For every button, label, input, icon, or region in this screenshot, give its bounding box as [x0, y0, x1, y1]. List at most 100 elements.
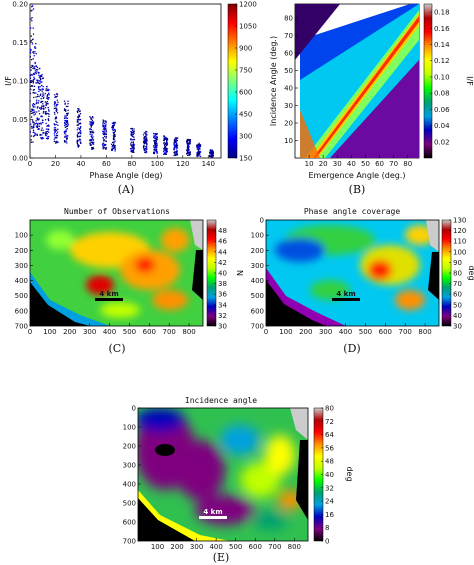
- scatter-point: [39, 67, 41, 70]
- scatter-point: [31, 85, 34, 87]
- panel-d-x-ticks: 0 100 200 300 400 500 600 700 800: [264, 323, 432, 336]
- scatter-point: [132, 135, 134, 138]
- y-tick-label: 0.05: [12, 116, 28, 124]
- colorbar-tick-label: 0.08: [434, 90, 450, 98]
- scatter-point: [154, 133, 156, 135]
- scatter-point: [64, 123, 66, 125]
- scatter-point: [187, 142, 189, 144]
- scatter-point: [42, 129, 44, 131]
- scatter-point: [89, 133, 91, 136]
- scatter-point: [32, 27, 34, 29]
- scatter-point: [211, 149, 214, 152]
- scatter-point: [39, 77, 41, 80]
- scatter-point: [189, 143, 191, 145]
- scatter-point: [111, 149, 113, 152]
- panel-d-colorbar-label: deg: [467, 265, 474, 280]
- scatter-point: [32, 109, 34, 112]
- scatter-point: [55, 117, 58, 119]
- panel-a-points: [29, 5, 215, 158]
- scatter-point: [64, 124, 66, 127]
- colorbar-tick-label: 0.02: [434, 138, 450, 146]
- scatter-point: [90, 117, 92, 119]
- scatter-point: [78, 115, 81, 118]
- scatter-point: [111, 146, 113, 148]
- scatter-point: [65, 112, 68, 115]
- scatter-point: [29, 123, 32, 125]
- scatter-point: [155, 144, 157, 146]
- x-tick-label: 200: [299, 328, 312, 336]
- scatter-point: [56, 133, 58, 135]
- scatter-point: [92, 131, 94, 133]
- scatter-point: [105, 133, 108, 135]
- scatter-point: [37, 106, 39, 108]
- scatter-point: [35, 120, 37, 122]
- scatter-point: [45, 111, 47, 113]
- colorbar-tick-label: 0.10: [434, 73, 450, 81]
- scatter-point: [164, 149, 167, 151]
- y-tick-label: 700: [251, 323, 264, 331]
- scatter-point: [103, 140, 105, 142]
- scatter-point: [199, 155, 202, 157]
- scatter-point: [34, 47, 36, 49]
- scatter-point: [91, 147, 94, 149]
- scatter-point: [196, 152, 198, 154]
- scatter-point: [32, 38, 34, 40]
- scatter-point: [46, 89, 48, 92]
- y-tick-label: 0.20: [12, 1, 28, 9]
- scatter-point: [198, 148, 200, 150]
- scatter-point: [105, 148, 107, 150]
- scatter-point: [165, 138, 167, 140]
- scatter-point: [105, 144, 107, 146]
- scatter-point: [89, 131, 92, 133]
- scatter-point: [35, 52, 37, 55]
- scatter-point: [103, 146, 105, 149]
- panel-e-y-ticks: 0 100 200 300 400 500 600 700: [123, 405, 141, 546]
- scatter-point: [41, 74, 43, 76]
- scatter-point: [33, 55, 35, 57]
- scatter-point: [36, 126, 39, 128]
- scatter-point: [35, 42, 37, 45]
- scatter-point: [48, 119, 50, 122]
- scatter-point: [40, 81, 42, 83]
- scatter-point: [175, 146, 178, 148]
- scatter-point: [77, 133, 80, 135]
- scatter-point: [113, 133, 115, 136]
- scatter-point: [32, 64, 34, 67]
- scatter-point: [46, 100, 49, 103]
- scatter-point: [34, 68, 36, 70]
- scatter-point: [114, 148, 116, 150]
- colorbar-tick-label: 32: [325, 484, 334, 492]
- panel-a-ylabel: I/F: [4, 76, 13, 86]
- scatter-point: [103, 147, 106, 149]
- scatter-point: [37, 86, 40, 88]
- scatter-point: [187, 139, 189, 142]
- scatter-point: [41, 95, 43, 98]
- scatter-point: [39, 89, 42, 91]
- scatter-point: [114, 121, 116, 124]
- scatter-point: [32, 121, 34, 123]
- scatter-point: [113, 145, 115, 147]
- scatter-point: [32, 67, 34, 69]
- scatter-point: [32, 112, 34, 114]
- scatter-point: [53, 138, 56, 140]
- scatter-point: [133, 136, 135, 138]
- scatter-point: [175, 147, 177, 149]
- scatter-point: [40, 137, 42, 139]
- colorbar-tick-label: 0.16: [434, 25, 450, 33]
- x-tick-label: 600: [249, 543, 262, 551]
- scatter-point: [77, 132, 79, 134]
- scatter-point: [63, 109, 66, 111]
- colorbar-tick-label: 0.06: [434, 106, 450, 114]
- scatter-point: [36, 69, 39, 71]
- scatter-point: [189, 151, 192, 153]
- scatter-point: [79, 129, 82, 132]
- scatter-point: [130, 127, 132, 130]
- panel-c-title: Number of Observations: [64, 207, 170, 216]
- colorbar-tick-label: 60: [453, 291, 462, 299]
- scatter-point: [198, 146, 200, 148]
- scatter-point: [37, 79, 39, 81]
- scatter-point: [31, 9, 33, 11]
- y-tick-label: 0: [260, 217, 264, 225]
- scatter-point: [164, 150, 166, 152]
- scatter-point: [187, 144, 190, 146]
